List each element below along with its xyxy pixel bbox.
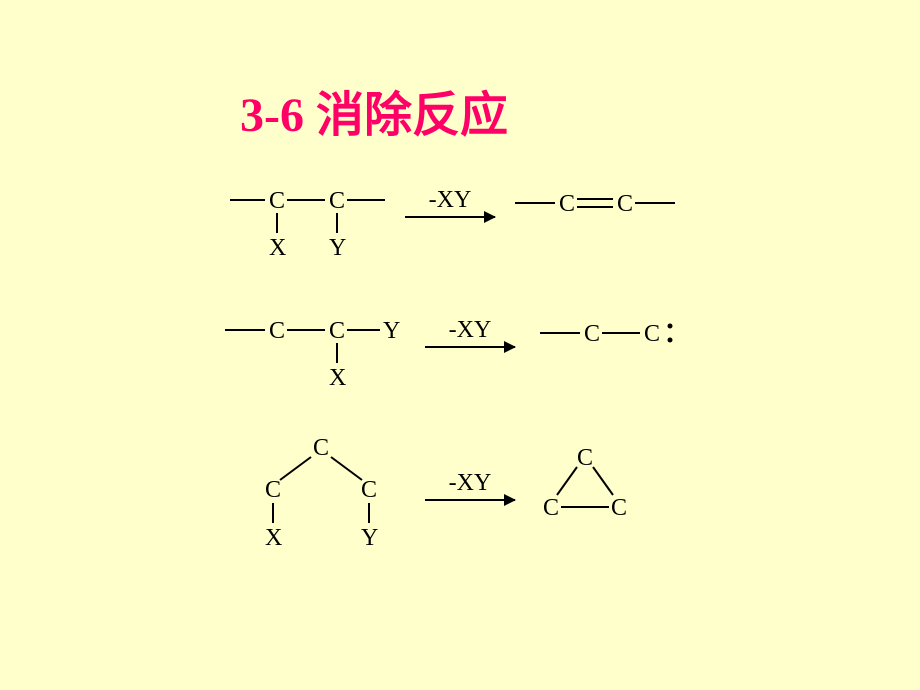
subst-x-r3: X: [265, 525, 282, 551]
svg-text:C: C: [617, 191, 633, 217]
arrow-2: -XY: [425, 317, 515, 348]
svg-text:C: C: [644, 321, 660, 347]
subst-y: Y: [329, 235, 346, 261]
svg-text:C: C: [584, 321, 600, 347]
product-3: C C C: [525, 445, 645, 535]
svg-text:C: C: [329, 318, 345, 344]
reaction-3: C C C X Y -XY C C C: [225, 435, 725, 555]
arrow-label-1: -XY: [429, 187, 472, 214]
reactant-2: C C Y X: [225, 305, 415, 395]
arrow-label-2: -XY: [449, 317, 492, 344]
svg-text:C: C: [577, 445, 593, 471]
reactant-1: C C X Y: [225, 175, 395, 265]
svg-text:C: C: [265, 477, 281, 503]
arrow-label-3: -XY: [449, 470, 492, 497]
arrow-1: -XY: [405, 187, 495, 218]
subst-x: X: [269, 235, 286, 261]
reactant-3: C C C X Y: [225, 435, 415, 555]
reaction-2: C C Y X -XY C C: [225, 305, 725, 395]
svg-text:C: C: [269, 318, 285, 344]
reactions-container: C C X Y -XY C C: [225, 175, 725, 595]
arrow-3: -XY: [425, 470, 515, 501]
svg-text:C: C: [269, 188, 285, 214]
svg-text:C: C: [543, 495, 559, 521]
product-2: C C: [525, 308, 725, 358]
subst-y-r2: Y: [383, 318, 400, 344]
svg-text:C: C: [313, 435, 329, 461]
svg-text:C: C: [329, 188, 345, 214]
product-1: C C: [505, 178, 685, 228]
subst-x-r2: X: [329, 365, 346, 391]
svg-text:C: C: [611, 495, 627, 521]
subst-y-r3: Y: [361, 525, 378, 551]
reaction-1: C C X Y -XY C C: [225, 175, 725, 265]
svg-text:C: C: [361, 477, 377, 503]
page-title: 3-6 消除反应: [240, 75, 508, 145]
svg-text:C: C: [559, 191, 575, 217]
